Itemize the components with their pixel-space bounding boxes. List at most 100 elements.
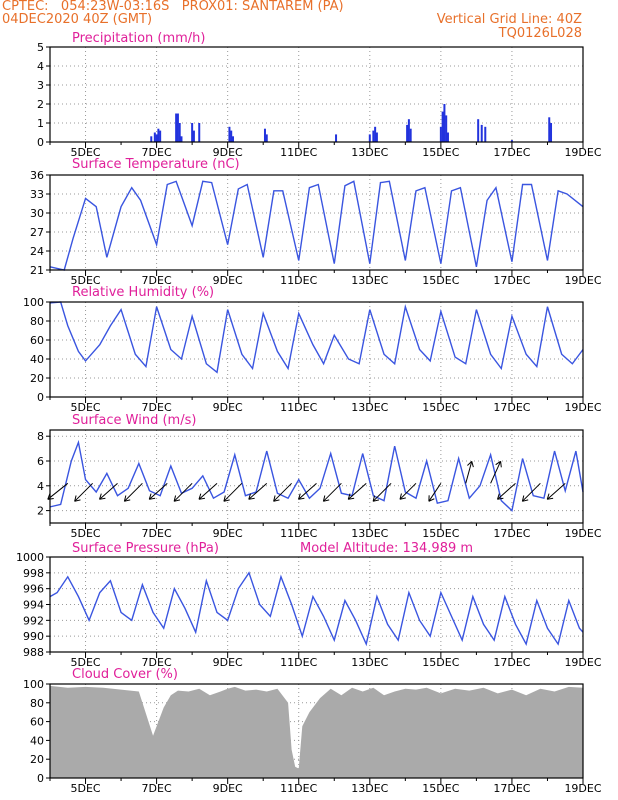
x-tick-label: 13DEC: [351, 274, 388, 287]
precip-bar: [441, 111, 444, 142]
x-tick-label: 11DEC: [280, 401, 317, 414]
y-tick-label: 1000: [16, 551, 44, 564]
wind-vector-head: [467, 460, 474, 468]
x-tick-label: 15DEC: [422, 782, 459, 795]
wind-vector-head: [273, 495, 280, 502]
x-tick-label: 19DEC: [564, 527, 601, 540]
precip-bar: [445, 115, 448, 142]
wind-vector-head: [521, 495, 529, 502]
precip-bar: [230, 130, 233, 142]
x-tick-label: 7DEC: [142, 146, 172, 159]
series-line: [49, 301, 584, 374]
y-tick-label: 80: [30, 697, 44, 710]
panel-3: [46, 429, 584, 529]
x-tick-label: 7DEC: [142, 656, 172, 669]
y-tick-label: 6: [37, 455, 44, 468]
precip-bar: [263, 128, 266, 142]
wind-vector-head: [148, 493, 156, 500]
wind-vector-head: [198, 493, 205, 500]
y-tick-label: 0: [37, 391, 44, 404]
wind-vector-head: [495, 460, 502, 468]
panel-2: [46, 301, 584, 403]
y-tick-label: 20: [30, 753, 44, 766]
x-tick-label: 7DEC: [142, 527, 172, 540]
y-tick-label: 27: [30, 226, 44, 239]
precip-bar: [191, 123, 194, 142]
wind-vector: [124, 482, 143, 502]
y-tick-label: 996: [23, 583, 44, 596]
wind-vector-head: [99, 493, 106, 500]
x-tick-label: 17DEC: [493, 401, 530, 414]
y-tick-label: 2: [37, 98, 44, 111]
y-tick-label: 60: [30, 716, 44, 729]
x-tick-label: 9DEC: [213, 527, 243, 540]
panel-frame: [49, 683, 584, 779]
precip-bar: [180, 136, 183, 142]
wind-vector: [198, 482, 218, 500]
wind-vector: [74, 482, 93, 502]
precip-bar: [228, 126, 231, 142]
panel-0: [46, 46, 584, 148]
cloud-cover-area: [50, 685, 583, 778]
x-tick-label: 15DEC: [422, 274, 459, 287]
x-tick-label: 13DEC: [351, 527, 388, 540]
y-tick-label: 5: [37, 41, 44, 54]
y-tick-label: 8: [37, 430, 44, 443]
panel-frame: [49, 429, 584, 524]
x-tick-label: 19DEC: [564, 146, 601, 159]
precip-bar: [439, 126, 442, 142]
precip-bar: [368, 134, 371, 142]
precip-bar: [443, 104, 446, 142]
y-tick-label: 60: [30, 334, 44, 347]
wind-vector: [347, 482, 367, 500]
precip-bar: [176, 113, 179, 142]
y-tick-label: 30: [30, 207, 44, 220]
precip-bar: [231, 136, 234, 142]
y-tick-label: 40: [30, 353, 44, 366]
y-tick-label: 988: [23, 646, 44, 659]
panel-frame: [49, 46, 584, 143]
y-tick-label: 2: [37, 505, 44, 518]
precip-bar: [159, 130, 162, 142]
x-tick-label: 5DEC: [70, 274, 100, 287]
x-tick-label: 15DEC: [422, 401, 459, 414]
y-tick-label: 100: [23, 678, 44, 691]
precip-bar: [157, 128, 160, 142]
x-tick-label: 17DEC: [493, 274, 530, 287]
x-tick-label: 11DEC: [280, 782, 317, 795]
wind-vector-head: [399, 493, 406, 500]
panel-title: Surface Wind (m/s): [72, 413, 196, 428]
y-tick-label: 3: [37, 79, 44, 92]
y-tick-label: 998: [23, 567, 44, 580]
panel-frame: [49, 174, 584, 271]
y-tick-label: 4: [37, 480, 44, 493]
series-line: [49, 439, 584, 512]
x-tick-label: 5DEC: [70, 527, 100, 540]
wind-vector: [323, 482, 342, 502]
wind-vector-head: [497, 493, 504, 500]
x-tick-label: 17DEC: [493, 527, 530, 540]
wind-vector: [490, 461, 502, 484]
x-tick-label: 19DEC: [564, 782, 601, 795]
wind-vector-head: [173, 495, 181, 502]
x-tick-label: 13DEC: [351, 401, 388, 414]
precip-bar: [375, 132, 378, 142]
y-tick-label: 992: [23, 614, 44, 627]
y-tick-label: 0: [37, 136, 44, 149]
wind-vector: [148, 482, 168, 500]
precip-bar: [484, 126, 487, 142]
precip-bar: [335, 134, 338, 142]
x-tick-label: 11DEC: [280, 656, 317, 669]
header-line2-right: Vertical Grid Line: 40Z: [436, 12, 582, 27]
wind-vector: [399, 482, 417, 500]
model-altitude-label: Model Altitude: 134.989 m: [300, 541, 473, 556]
x-tick-label: 9DEC: [213, 274, 243, 287]
y-tick-label: 1: [37, 117, 44, 130]
precip-bar: [510, 140, 513, 142]
wind-vector-head: [248, 493, 255, 500]
x-tick-label: 15DEC: [422, 527, 459, 540]
wind-vector: [546, 482, 566, 500]
y-tick-label: 33: [30, 188, 44, 201]
x-tick-label: 7DEC: [142, 401, 172, 414]
wind-vector: [99, 482, 118, 500]
